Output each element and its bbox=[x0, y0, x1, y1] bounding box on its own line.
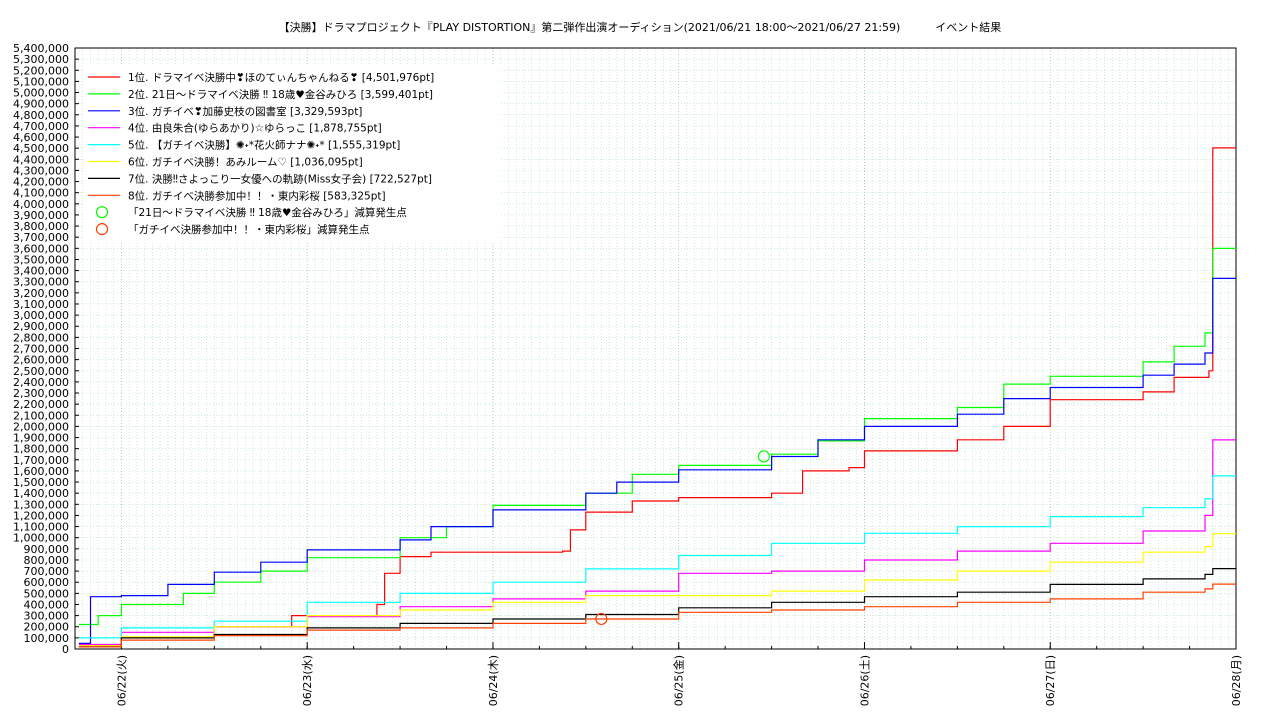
x-tick-label: 06/26(土) bbox=[858, 655, 871, 706]
y-tick-label: 3,100,000 bbox=[13, 298, 69, 311]
y-tick-label: 3,800,000 bbox=[13, 220, 69, 233]
y-tick-label: 1,800,000 bbox=[13, 443, 69, 456]
series-line-7 bbox=[78, 568, 1236, 648]
legend-label-1: 1位. ドラマイベ決勝中❣ほのてぃんちゃんねる❣ [4,501,976pt] bbox=[128, 71, 434, 84]
y-tick-label: 4,900,000 bbox=[13, 98, 69, 111]
series-line-6 bbox=[78, 533, 1236, 647]
series-line-3 bbox=[78, 277, 1236, 644]
legend-label-4: 4位. 由良朱合(ゆらあかり)☆ゆらっこ [1,878,755pt] bbox=[128, 122, 382, 135]
y-tick-label: 3,900,000 bbox=[13, 209, 69, 222]
y-tick-label: 100,000 bbox=[24, 632, 70, 645]
y-tick-label: 5,000,000 bbox=[13, 87, 69, 100]
legend-label-8: 8位. ガチイベ決勝参加中！！・東内彩桜 [583,325pt] bbox=[128, 189, 386, 202]
x-tick-label: 06/28(月) bbox=[1230, 655, 1243, 706]
y-tick-label: 2,600,000 bbox=[13, 354, 69, 367]
y-tick-label: 2,800,000 bbox=[13, 331, 69, 344]
y-tick-label: 3,000,000 bbox=[13, 309, 69, 322]
legend-marker-label-1: 「21日～ドラマイベ決勝 ‼ 18歳♥金谷みひろ」減算発生点 bbox=[128, 206, 407, 219]
y-tick-label: 4,600,000 bbox=[13, 131, 69, 144]
y-tick-label: 300,000 bbox=[24, 610, 70, 623]
y-tick-label: 1,600,000 bbox=[13, 465, 69, 478]
y-tick-label: 2,300,000 bbox=[13, 387, 69, 400]
x-tick-label: 06/25(金) bbox=[672, 655, 686, 706]
series-line-8 bbox=[78, 583, 1236, 648]
legend-marker-label-2: 「ガチイベ決勝参加中！！・東内彩桜」減算発生点 bbox=[128, 223, 370, 236]
y-tick-label: 2,000,000 bbox=[13, 420, 69, 433]
deduction-marker-2 bbox=[595, 612, 608, 626]
deduction-marker-1 bbox=[757, 450, 770, 463]
y-tick-label: 1,900,000 bbox=[13, 432, 69, 445]
y-tick-label: 2,400,000 bbox=[13, 376, 69, 389]
x-tick-label: 06/27(日) bbox=[1044, 655, 1057, 706]
y-tick-label: 4,500,000 bbox=[13, 142, 69, 155]
y-tick-label: 1,500,000 bbox=[13, 476, 69, 489]
y-tick-label: 3,600,000 bbox=[13, 242, 69, 255]
y-tick-label: 700,000 bbox=[24, 565, 70, 578]
y-tick-label: 5,100,000 bbox=[13, 75, 69, 88]
y-tick-label: 1,200,000 bbox=[13, 509, 69, 522]
y-tick-label: 3,200,000 bbox=[13, 287, 69, 300]
y-tick-label: 0 bbox=[62, 643, 69, 656]
y-tick-label: 1,100,000 bbox=[13, 521, 69, 534]
y-tick-label: 5,200,000 bbox=[13, 64, 69, 77]
y-tick-label: 3,500,000 bbox=[13, 253, 69, 266]
y-tick-label: 3,700,000 bbox=[13, 231, 69, 244]
y-tick-label: 2,200,000 bbox=[13, 398, 69, 411]
y-tick-label: 4,100,000 bbox=[13, 187, 69, 200]
legend-label-2: 2位. 21日～ドラマイベ決勝 ‼ 18歳♥金谷みひろ [3,599,401pt… bbox=[128, 88, 433, 101]
y-tick-label: 200,000 bbox=[24, 621, 70, 634]
chart-title: 【決勝】ドラマプロジェクト『PLAY DISTORTION』第二弾作出演オーディ… bbox=[278, 21, 1002, 34]
series-line-1 bbox=[78, 147, 1236, 647]
legend-label-3: 3位. ガチイベ❣加藤史枝の図書室 [3,329,593pt] bbox=[128, 105, 362, 118]
legend-marker-2 bbox=[95, 223, 109, 236]
y-tick-label: 5,300,000 bbox=[13, 53, 69, 66]
series-line-2 bbox=[78, 247, 1236, 626]
legend-marker-1 bbox=[95, 206, 109, 219]
y-tick-label: 600,000 bbox=[24, 576, 70, 589]
y-tick-label: 2,900,000 bbox=[13, 320, 69, 333]
y-tick-label: 2,100,000 bbox=[13, 409, 69, 422]
y-tick-label: 3,400,000 bbox=[13, 265, 69, 278]
y-tick-label: 3,300,000 bbox=[13, 276, 69, 289]
y-tick-label: 800,000 bbox=[24, 554, 70, 567]
y-tick-label: 2,500,000 bbox=[13, 365, 69, 378]
y-tick-label: 4,700,000 bbox=[13, 120, 69, 133]
legend-box bbox=[83, 66, 501, 242]
y-tick-label: 500,000 bbox=[24, 587, 70, 600]
y-tick-label: 4,300,000 bbox=[13, 164, 69, 177]
y-tick-label: 4,400,000 bbox=[13, 153, 69, 166]
y-tick-label: 1,000,000 bbox=[13, 532, 69, 545]
y-tick-label: 2,700,000 bbox=[13, 343, 69, 356]
legend-label-7: 7位. 決勝‼さよっこり一女優への軌跡(Miss女子会) [722,527pt] bbox=[128, 172, 432, 185]
y-tick-label: 5,400,000 bbox=[13, 42, 69, 55]
x-tick-label: 06/23(水) bbox=[301, 655, 314, 706]
series-line-5 bbox=[78, 475, 1236, 639]
y-tick-label: 900,000 bbox=[24, 543, 70, 556]
y-tick-label: 4,000,000 bbox=[13, 198, 69, 211]
y-tick-label: 4,200,000 bbox=[13, 176, 69, 189]
legend-label-6: 6位. ガチイベ決勝！あみルーム♡ [1,036,095pt] bbox=[128, 156, 363, 169]
y-tick-label: 1,700,000 bbox=[13, 454, 69, 467]
y-tick-label: 1,300,000 bbox=[13, 498, 69, 511]
x-tick-label: 06/24(木) bbox=[487, 655, 500, 706]
y-tick-label: 400,000 bbox=[24, 598, 70, 611]
y-tick-label: 1,400,000 bbox=[13, 487, 69, 500]
x-tick-label: 06/22(火) bbox=[115, 655, 128, 706]
grid-vertical-major bbox=[121, 48, 1237, 649]
y-tick-label: 4,800,000 bbox=[13, 109, 69, 122]
legend-label-5: 5位. 【ガチイベ決勝】✺˖*花火師ナナ✺˖* [1,555,319pt] bbox=[128, 139, 400, 152]
